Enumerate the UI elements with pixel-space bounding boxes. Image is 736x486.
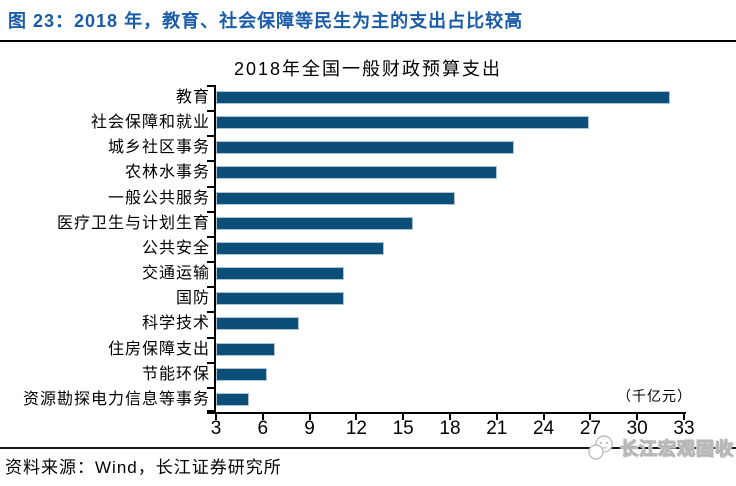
bar [216,267,344,281]
bar [216,241,385,255]
x-tick-label: 24 [533,418,555,439]
unit-label: （千亿元） [617,388,692,404]
y-tick [207,286,215,288]
y-tick [207,261,215,263]
plot-area: 3 6 9 12 15 18 21 24 27 30 33 [207,85,695,439]
y-tick [207,236,215,238]
category-label: 科学技术 [141,315,210,333]
x-tick-label: 21 [486,418,508,439]
x-tick-label: 9 [304,418,315,439]
y-tick [207,311,215,313]
y-tick [207,337,215,339]
category-label: 教育 [175,89,210,106]
bar [216,91,670,104]
y-tick [207,85,215,87]
category-label: 医疗卫生与计划生育 [56,214,210,232]
category-label: 一般公共服务 [107,189,210,207]
bar [216,342,276,356]
x-tick [402,414,405,420]
x-tick-label: 15 [392,418,414,439]
x-tick-label: 3 [210,418,222,439]
bar [216,166,497,180]
x-tick [261,414,264,420]
bar [216,216,413,230]
x-tick [589,414,592,420]
y-tick [207,160,215,162]
category-label: 农林水事务 [124,164,210,182]
bar [216,392,249,406]
bar [216,191,455,205]
header-divider [0,40,736,42]
bar [216,317,299,331]
category-label: 城乡社区事务 [107,139,210,157]
mascot-logo-icon [586,435,616,461]
bar [216,141,514,155]
watermark: 长江宏观固收 [586,434,734,462]
chart-title: 2018年全国一般财政预算支出 [233,59,503,79]
category-label: 公共安全 [141,239,210,257]
y-tick [207,110,215,112]
bar [216,367,268,381]
footer-divider [0,447,736,449]
x-tick [683,414,685,420]
x-tick [355,414,358,420]
y-tick [207,362,215,364]
category-axis: 教育社会保障和就业城乡社区事务农林水事务一般公共服务医疗卫生与计划生育公共安全交… [0,85,210,412]
x-tick-label: 12 [345,418,367,439]
category-label: 资源勘探电力信息等事务 [22,390,210,408]
watermark-text: 长江宏观固收 [620,439,734,460]
x-tick-label: 6 [257,418,269,439]
y-axis-line [214,85,216,414]
x-tick [449,414,451,420]
x-tick-label: 33 [673,418,695,439]
bar [216,116,589,130]
y-tick [207,135,215,137]
x-tick [542,414,545,420]
x-tick [308,414,311,420]
x-axis-line [207,412,686,414]
y-tick [207,410,215,412]
source-note: 资料来源：Wind，长江证券研究所 [5,458,282,477]
category-label: 国防 [175,290,210,308]
bar [216,292,344,306]
figure-title: 图 23：2018 年，教育、社会保障等民生为主的支出占比较高 [8,11,524,31]
category-label: 住房保障支出 [107,340,210,358]
category-label: 节能环保 [141,365,210,383]
y-tick [207,211,215,213]
category-label: 交通运输 [141,265,210,283]
x-tick [495,414,498,420]
x-tick-label: 18 [439,418,461,439]
y-tick [207,387,215,389]
x-tick-label: 30 [626,418,648,439]
y-tick [207,186,215,188]
x-tick [636,414,639,420]
x-tick [215,414,217,420]
category-label: 社会保障和就业 [90,114,210,132]
x-tick-label: 27 [579,418,601,439]
